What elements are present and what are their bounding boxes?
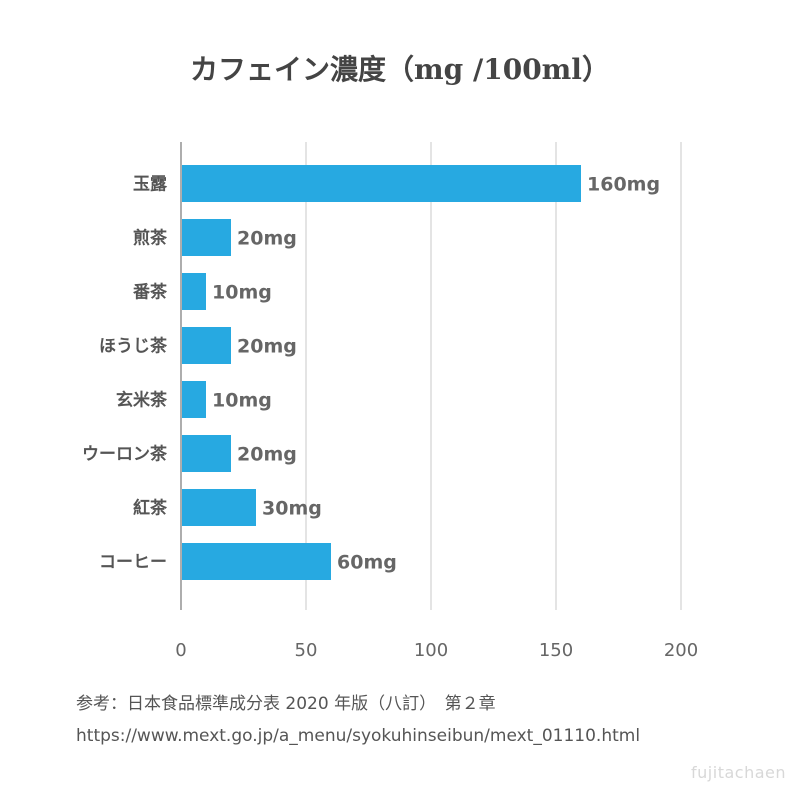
category-label: ウーロン茶 — [82, 444, 168, 465]
bar-7 — [182, 543, 331, 580]
bar-0 — [182, 165, 581, 202]
category-label: 紅茶 — [133, 498, 168, 519]
category-label: 煎茶 — [133, 228, 168, 249]
bar-6 — [182, 489, 256, 526]
data-label: 20mg — [237, 444, 297, 466]
source-footer: 参考：日本食品標準成分表 2020 年版（八訂） 第２章 https://www… — [76, 688, 640, 752]
data-label: 160mg — [587, 174, 660, 196]
data-label: 10mg — [212, 390, 272, 412]
watermark: fujitachaen — [691, 763, 786, 782]
data-label: 30mg — [262, 498, 322, 520]
bar-1 — [182, 219, 231, 256]
category-label: コーヒー — [99, 553, 167, 573]
category-label: 玄米茶 — [116, 390, 168, 411]
bar-3 — [182, 327, 231, 364]
x-tick-label: 200 — [664, 640, 698, 661]
category-label: 番茶 — [132, 282, 168, 303]
source-url[interactable]: https://www.mext.go.jp/a_menu/syokuhinse… — [76, 726, 641, 746]
category-label: ほうじ茶 — [99, 336, 168, 357]
data-label: 10mg — [212, 282, 272, 304]
x-tick-label: 150 — [539, 640, 573, 661]
x-tick-label: 50 — [295, 640, 318, 661]
x-tick-label: 100 — [414, 640, 448, 661]
x-tick-label: 0 — [175, 640, 186, 661]
chart-title: カフェイン濃度（mg /100ml） — [190, 53, 610, 86]
bar-4 — [182, 381, 206, 418]
bar-5 — [182, 435, 231, 472]
data-label: 60mg — [337, 552, 397, 574]
source-citation: 参考：日本食品標準成分表 2020 年版（八訂） 第２章 — [76, 694, 496, 714]
data-label: 20mg — [237, 228, 297, 250]
category-label: 玉露 — [133, 175, 168, 195]
data-label: 20mg — [237, 336, 297, 358]
bar-2 — [182, 273, 206, 310]
